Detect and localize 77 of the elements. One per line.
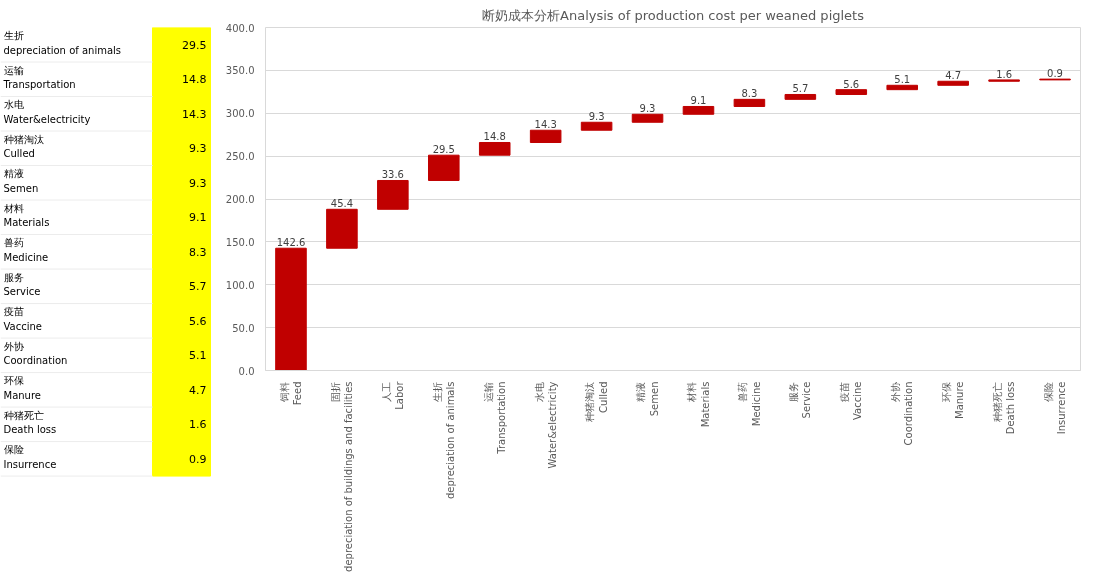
text: 29.5 — [182, 38, 207, 52]
bar — [580, 121, 613, 131]
y-tick-label: 200.0 — [225, 194, 255, 205]
x-tick-label: 固折 depreciation of buildings and facilities — [329, 381, 355, 572]
data-label: 8.3 — [741, 88, 758, 100]
bar — [733, 98, 766, 107]
text: 5.1 — [189, 349, 207, 363]
data-label: 9.3 — [588, 111, 605, 123]
chart-title: 断奶成本分析Analysis of production cost per weaned piglets — [482, 7, 865, 23]
text: 水电 Water&electricity — [3, 99, 91, 125]
x-tick-label: 材料 Materials — [686, 381, 711, 428]
y-tick-label: 250.0 — [225, 151, 255, 163]
text: 9.3 — [189, 142, 207, 156]
bar — [835, 89, 868, 95]
bar — [428, 154, 460, 181]
bar — [377, 179, 409, 210]
text: 14.3 — [182, 107, 207, 121]
x-tick-label: 外协 Coordination — [890, 381, 915, 446]
text: 疫苗 Vaccine — [3, 306, 42, 332]
text: 材料 Materials — [2, 202, 50, 229]
data-label: 9.3 — [639, 103, 656, 115]
bar — [682, 105, 715, 115]
data-label: 5.1 — [894, 74, 911, 86]
x-tick-label: 保险 Insurrence — [1042, 381, 1068, 435]
bar — [326, 208, 358, 249]
bar — [529, 129, 562, 143]
text: 种猪淘汰 Culled — [3, 133, 44, 160]
x-tick-label: 兽药 Medicine — [737, 381, 762, 427]
x-tick-label: 水电 Water&electricity — [533, 381, 558, 469]
data-label: 33.6 — [381, 169, 404, 181]
x-tick-label: 饲料 Feed — [278, 381, 304, 406]
x-tick-label: 精液 Semen — [635, 381, 660, 417]
text: 14.8 — [182, 73, 207, 87]
text: 5.6 — [189, 314, 207, 328]
text: 9.1 — [189, 211, 207, 225]
y-tick-label: 100.0 — [225, 279, 255, 291]
text: 9.3 — [189, 176, 207, 190]
data-label: 14.8 — [483, 131, 506, 143]
bar — [631, 113, 664, 123]
bar — [784, 93, 817, 100]
y-tick-label: 0.0 — [238, 365, 255, 377]
y-tick-label: 350.0 — [225, 65, 255, 77]
x-tick-label: 人工 Labor — [380, 380, 405, 410]
text: 1.6 — [189, 418, 207, 432]
data-label: 5.6 — [843, 78, 860, 90]
text: 精液 Semen — [3, 168, 39, 194]
text: 运输 Transportation — [2, 64, 76, 91]
bar — [275, 247, 307, 371]
data-label: 1.6 — [996, 68, 1013, 80]
bar — [886, 84, 918, 91]
text: 生折 depreciation of animals — [3, 30, 122, 56]
bar — [937, 80, 969, 86]
text: 外协 Coordination — [3, 340, 68, 367]
data-label: 4.7 — [945, 70, 962, 82]
x-tick-label: 服务 Service — [788, 381, 813, 419]
y-tick-label: 150.0 — [225, 236, 255, 248]
text: 5.7 — [189, 280, 207, 294]
data-label: 9.1 — [690, 95, 707, 107]
x-tick-label: 种猪死亡 Death loss — [991, 381, 1017, 435]
bar — [478, 141, 511, 156]
x-tick-label: 疫苗 Vaccine — [839, 381, 864, 420]
data-label: 0.9 — [1047, 68, 1063, 80]
data-label: 14.3 — [534, 119, 557, 131]
data-label: 29.5 — [432, 144, 455, 156]
data-label: 5.7 — [792, 83, 809, 95]
y-tick-label: 50.0 — [232, 322, 255, 334]
text: 兽药 Medicine — [3, 237, 49, 263]
y-tick-label: 400.0 — [225, 22, 255, 34]
text: 4.7 — [189, 383, 207, 397]
text: 8.3 — [189, 245, 207, 259]
text: 0.9 — [189, 452, 207, 466]
x-tick-label: 种猪淘汰 Culled — [584, 381, 609, 422]
x-tick-label: 环保 Manure — [941, 381, 966, 419]
data-label: 142.6 — [276, 237, 306, 249]
data-label: 45.4 — [330, 198, 354, 210]
y-tick-label: 300.0 — [225, 108, 255, 120]
text: 服务 Service — [3, 271, 41, 298]
